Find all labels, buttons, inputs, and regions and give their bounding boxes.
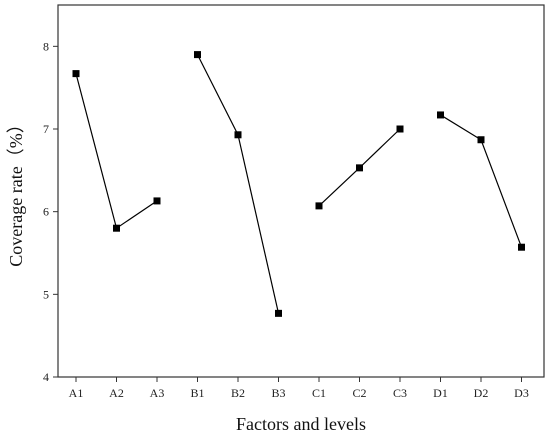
x-tick-label: B2 [231,386,245,400]
data-point [234,131,242,139]
y-tick-label: 6 [43,205,49,219]
y-axis-ticks: 4 5 6 7 8 [43,39,58,384]
series-group [72,51,525,317]
data-point [437,111,444,119]
data-point [315,202,323,210]
y-tick-label: 4 [43,370,49,384]
x-tick-label: A1 [69,386,84,400]
x-tick-label: B3 [271,386,285,400]
y-tick-label: 7 [43,122,49,136]
series-line [440,114,523,248]
data-point [356,164,363,172]
plot-frame [57,4,545,378]
data-point [113,224,120,232]
x-tick-label: A3 [150,386,165,400]
x-axis-ticks: A1 A2 A3 B1 B2 B3 C1 C2 C3 D1 D2 D3 [69,377,529,400]
x-tick-label: D3 [514,386,529,400]
data-point [477,136,485,144]
x-tick-label: C1 [312,386,326,400]
y-axis-title: Coverage rate（%） [6,115,26,266]
x-tick-label: D2 [474,386,489,400]
series-line [196,54,280,314]
x-tick-label: D1 [433,386,448,400]
data-point [518,243,525,251]
x-tick-label: B1 [190,386,204,400]
series-line [75,73,158,230]
data-point [275,309,282,317]
y-tick-label: 8 [43,39,49,53]
data-point [153,197,161,205]
x-tick-label: A2 [109,386,124,400]
data-point [72,70,80,78]
x-tick-label: C2 [352,386,366,400]
x-tick-label: C3 [393,386,407,400]
data-point [194,51,201,59]
data-point [396,125,404,133]
y-tick-label: 5 [43,287,49,301]
x-axis-title: Factors and levels [236,414,366,434]
